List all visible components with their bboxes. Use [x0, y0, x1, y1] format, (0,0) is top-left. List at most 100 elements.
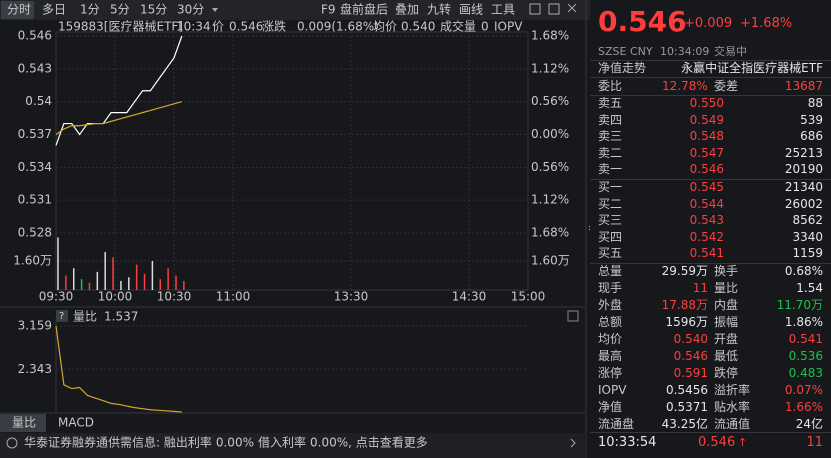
tool-button[interactable]: 画线 — [459, 3, 483, 17]
y-tick-label: 2.343 — [18, 362, 52, 376]
volume-tick-label: 1.60万 — [13, 254, 52, 268]
x-tick-label: 13:30 — [334, 290, 369, 304]
period-tab[interactable]: 15分 — [140, 3, 167, 17]
indicator-tab[interactable]: MACD — [58, 416, 94, 430]
stat-value: 43.25亿 — [661, 417, 708, 431]
period-tab[interactable]: 多日 — [42, 3, 66, 17]
order-level: 卖三 — [598, 129, 623, 143]
order-volume: 26002 — [784, 196, 823, 211]
stat-label: 均价 — [598, 332, 623, 346]
y2-tick-label: 0.56% — [531, 160, 569, 174]
stat-label: 现手 — [598, 281, 623, 295]
tool-button[interactable]: 盘前盘后 — [340, 2, 388, 17]
separator — [590, 77, 831, 78]
stat-label: 量比 — [714, 281, 739, 295]
stat-label: 贴水率 — [714, 400, 751, 414]
stat-value: 29.59万 — [661, 264, 708, 278]
stat-value: 0.68% — [784, 264, 823, 278]
order-price: 0.549 — [689, 112, 724, 127]
y-tick-label: 3.159 — [18, 319, 52, 333]
stat-label: 换手 — [714, 264, 739, 278]
stat-label: 跌停 — [714, 366, 739, 380]
period-tab[interactable]: 30分 — [177, 3, 204, 17]
ratio-line — [55, 325, 182, 413]
tool-button[interactable]: 工具 — [491, 3, 515, 17]
y-tick-label: 0.54 — [25, 94, 52, 108]
y-tick-label: 0.534 — [18, 160, 52, 174]
period-tab[interactable]: 分时 — [7, 3, 31, 17]
stat-value: 0.546 — [673, 349, 708, 363]
stat-value: 1.54 — [796, 281, 823, 295]
quote-panel: 0.546 +0.009 +1.68% SZSE CNY 10:34:09 交易中 净值走势永… — [590, 0, 831, 458]
stat-value: 0.5456 — [666, 383, 708, 397]
stat-label: 最高 — [598, 349, 623, 363]
icon-max[interactable] — [548, 3, 560, 15]
quote-avg-label: 均价 — [373, 20, 397, 34]
order-price: 0.544 — [689, 196, 724, 211]
tool-button[interactable]: F9 — [321, 3, 336, 17]
order-volume: 1159 — [792, 246, 823, 260]
dropdown-icon[interactable] — [212, 8, 218, 12]
y-tick-label: 0.546 — [18, 29, 52, 43]
nav-trend[interactable]: 净值走势 — [598, 61, 647, 75]
quote-avg: 0.540 — [401, 20, 435, 34]
icon-close[interactable] — [567, 3, 577, 13]
collapse-arrow[interactable]: » — [588, 221, 590, 234]
stat-label: 振幅 — [714, 315, 739, 329]
order-volume: 8562 — [792, 213, 823, 227]
period-tab[interactable]: 5分 — [110, 3, 130, 17]
order-level: 买二 — [598, 196, 623, 211]
stat-value: 0.541 — [788, 332, 823, 346]
y2-tick-label: 1.12% — [531, 193, 569, 207]
volume-tick-label: 1.60万 — [531, 254, 570, 268]
last-price: 0.546 — [598, 5, 687, 38]
quote-change-label: 涨跌 — [262, 19, 286, 34]
notice-bar — [0, 433, 586, 458]
order-volume: 25213 — [784, 145, 823, 160]
order-volume: 3340 — [792, 229, 823, 244]
quote-iopv-label: IOPV — [494, 20, 523, 34]
indicator-tab[interactable]: 量比 — [12, 416, 36, 430]
stat-label: 流通盘 — [598, 417, 635, 431]
tool-button[interactable]: 叠加 — [395, 3, 419, 17]
icon-close-panel[interactable] — [567, 310, 579, 322]
help-box — [56, 310, 68, 322]
help-icon[interactable]: ? — [59, 311, 64, 322]
quote-time: 10:34 — [176, 20, 211, 34]
x-tick-label: 10:30 — [157, 290, 192, 304]
stat-value: 17.88万 — [661, 298, 708, 312]
stat-value: 1.86% — [784, 315, 823, 329]
stat-label: 流通值 — [714, 417, 751, 431]
stat-label: 涨停 — [598, 366, 623, 380]
fund-name: 永赢中证全指医疗器械ETF — [681, 61, 823, 75]
tool-button[interactable]: 九转 — [427, 2, 451, 17]
x-tick-label: 15:00 — [511, 290, 546, 304]
stat-value: 0.540 — [673, 332, 708, 346]
indicator-name: 量比 — [73, 310, 97, 324]
order-volume: 686 — [800, 129, 823, 143]
order-level: 买三 — [598, 213, 623, 227]
order-level: 卖五 — [598, 96, 623, 110]
separator — [590, 95, 831, 96]
x-tick-label: 09:30 — [39, 290, 74, 304]
stat-value: 0.5371 — [666, 400, 708, 414]
separator — [590, 179, 831, 180]
quote-status: 交易中 — [714, 45, 747, 58]
tab-active-bg — [0, 414, 46, 432]
quote-code: 159883[医疗器械ETF] — [58, 19, 183, 34]
stat-label: 开盘 — [714, 332, 739, 346]
stat-value: 24亿 — [795, 417, 823, 431]
period-tab[interactable]: 1分 — [80, 3, 100, 17]
quote-time: 10:34:09 — [660, 45, 710, 58]
icon-window[interactable] — [529, 3, 541, 15]
notice-text3[interactable]: , 点击查看更多 — [348, 436, 428, 450]
stat-label: 内盘 — [714, 298, 739, 312]
quote-change: 0.009(1.68%) — [297, 20, 379, 34]
stat-value: 1.66% — [784, 400, 823, 414]
plot-frame — [55, 31, 529, 291]
order-price: 0.545 — [689, 180, 724, 194]
notice-arrow[interactable] — [570, 438, 576, 448]
indicator-value: 1.537 — [104, 310, 138, 324]
